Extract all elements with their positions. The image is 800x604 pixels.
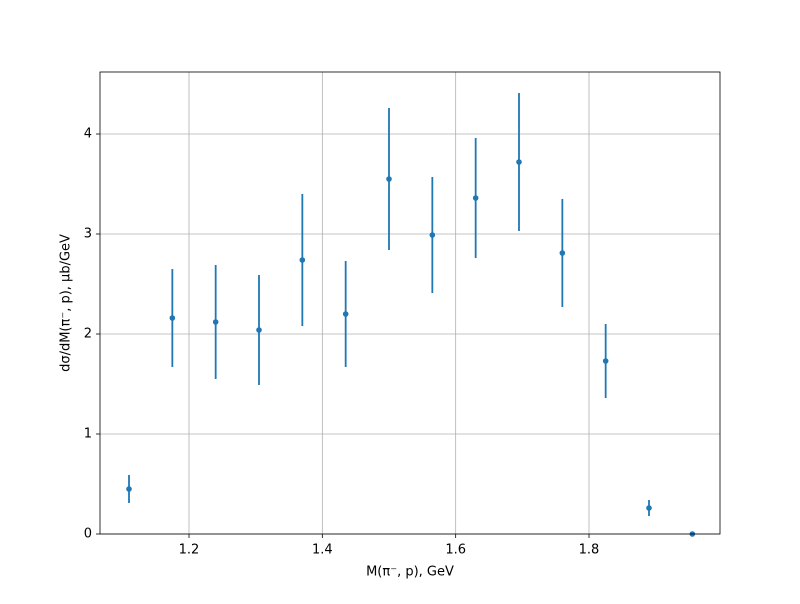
y-axis-label: dσ/dM(π⁻, p), μb/GeV: [59, 234, 74, 372]
data-point: [602, 358, 609, 364]
data-point: [429, 232, 436, 238]
plot-frame: [99, 71, 721, 535]
data-point: [342, 311, 349, 317]
x-axis-label: M(π⁻, p), GeV: [366, 565, 454, 580]
x-tick-label: 1.4: [312, 543, 333, 558]
y-tick-label: 3: [84, 227, 92, 242]
data-point: [256, 327, 262, 333]
data-point: [299, 257, 306, 263]
data-point: [559, 250, 566, 256]
x-tick-label: 1.6: [445, 543, 466, 558]
data-point: [472, 195, 479, 201]
data-point: [516, 159, 522, 165]
data-point: [126, 486, 132, 492]
y-tick-label: 1: [84, 427, 92, 442]
x-tick-label: 1.2: [179, 543, 200, 558]
data-point: [212, 319, 219, 325]
x-tick-label: 1.8: [579, 543, 600, 558]
data-point: [169, 315, 176, 321]
y-tick-label: 0: [84, 527, 92, 542]
y-tick-label: 4: [84, 127, 92, 142]
y-tick-label: 2: [84, 327, 92, 342]
data-point: [646, 505, 652, 511]
data-point: [386, 176, 392, 182]
